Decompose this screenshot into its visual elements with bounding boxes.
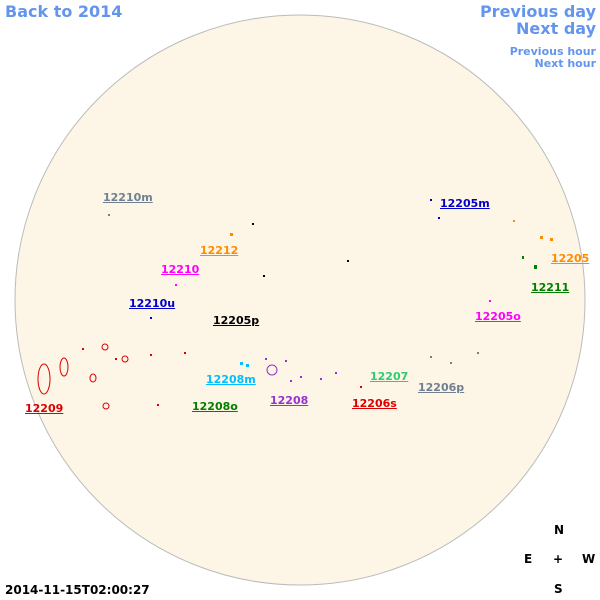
spots-12209 [37, 343, 129, 410]
region-label[interactable]: 12208m [206, 373, 256, 386]
spot [150, 354, 152, 356]
dots-orange [230, 220, 553, 241]
region-label[interactable]: 12208o [192, 400, 238, 413]
spot [430, 356, 432, 358]
compass-north: N [554, 523, 565, 537]
dots-12208 [265, 358, 337, 382]
spot [59, 357, 69, 377]
dots-12208m [240, 362, 249, 367]
compass-center: + [553, 552, 564, 566]
spot [522, 256, 524, 259]
region-label[interactable]: 12210 [161, 263, 200, 276]
spot [157, 404, 159, 406]
region-label[interactable]: 12206p [418, 381, 465, 394]
spot [108, 214, 110, 216]
spot [263, 275, 265, 277]
spot [477, 352, 479, 354]
spot [540, 236, 543, 239]
compass-west: W [582, 552, 596, 566]
spot [534, 265, 537, 269]
spot [489, 300, 491, 302]
spot [102, 402, 110, 410]
spot [246, 364, 249, 367]
spot [360, 386, 362, 388]
spot [320, 378, 322, 380]
dots-green [522, 256, 537, 269]
spot [37, 363, 51, 395]
region-label[interactable]: 12205o [475, 310, 521, 323]
region-label[interactable]: 12210u [129, 297, 176, 310]
spot [115, 358, 117, 360]
region-label[interactable]: 12206s [352, 397, 397, 410]
spot [240, 362, 243, 365]
dots-magenta [175, 284, 491, 302]
spot [121, 355, 129, 363]
region-label[interactable]: 12212 [200, 244, 239, 257]
spot [430, 199, 432, 201]
compass-east: E [524, 552, 533, 566]
spot [89, 373, 97, 383]
dots-gray [108, 214, 479, 364]
spot [347, 260, 349, 262]
next-day-link[interactable]: Next day [516, 19, 596, 38]
region-label[interactable]: 12205m [440, 197, 490, 210]
previous-day-link[interactable]: Previous day [479, 2, 596, 21]
dots-black [252, 223, 349, 277]
spot [252, 223, 254, 225]
spot [290, 380, 292, 382]
timestamp: 2014-11-15T02:00:27 [5, 583, 150, 597]
spot [550, 238, 553, 241]
spot [101, 343, 109, 351]
region-label[interactable]: 12205p [213, 314, 260, 327]
next-hour-link[interactable]: Next hour [534, 57, 597, 70]
region-label[interactable]: 12209 [25, 402, 64, 415]
spot [150, 317, 152, 319]
dots-blue [150, 199, 440, 319]
spot [450, 362, 452, 364]
region-label[interactable]: 12205 [551, 252, 590, 265]
solar-disk [14, 14, 586, 586]
region-label[interactable]: 12210m [103, 191, 153, 204]
spot [335, 372, 337, 374]
spot [285, 360, 287, 362]
spot [230, 233, 233, 236]
dots-red [82, 348, 362, 406]
spot [513, 220, 515, 222]
spot [438, 217, 440, 219]
back-link[interactable]: Back to 2014 [5, 2, 123, 21]
spot [184, 352, 186, 354]
spot [175, 284, 177, 286]
spot [82, 348, 84, 350]
region-label[interactable]: 12207 [370, 370, 409, 383]
spot [266, 364, 278, 376]
spot [300, 376, 302, 378]
previous-hour-link[interactable]: Previous hour [509, 45, 596, 58]
compass-south: S [554, 582, 563, 596]
region-label[interactable]: 12211 [531, 281, 570, 294]
spot [265, 358, 267, 360]
region-label[interactable]: 12208 [270, 394, 309, 407]
